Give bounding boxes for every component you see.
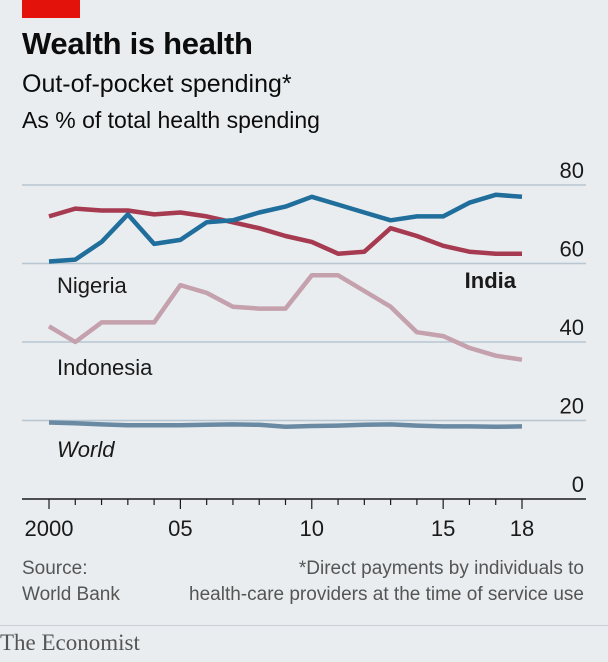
series-label-nigeria: Nigeria [57,273,127,298]
source-note: Source: World Bank [22,556,120,608]
line-chart: 0 20 40 60 80 2000 05 10 15 18 India Nigeria Indones… [22,158,586,541]
chart-subtitle: Out-of-pocket spending* [22,70,292,98]
series-label-world: World [57,437,115,462]
y-tick-label: 80 [560,158,584,183]
footnote-line-1: *Direct payments by individuals to [298,558,584,579]
x-tick-label: 2000 [25,516,74,541]
x-tick-label: 05 [168,516,192,541]
footnote: *Direct payments by individuals to healt… [189,556,584,608]
x-tick-label: 15 [431,516,455,541]
source-name: World Bank [22,584,120,605]
y-tick-label: 60 [560,237,584,262]
x-tick-label: 18 [510,516,534,541]
y-tick-label: 40 [560,315,584,340]
series-label-indonesia: Indonesia [57,355,153,380]
y-tick-label: 0 [572,472,584,497]
chart-units: As % of total health spending [22,107,320,133]
series-label-india: India [465,268,517,293]
series-line-world [48,420,523,430]
series-line-indonesia [47,273,523,362]
brand-logo: The Economist [0,630,140,655]
series-line-nigeria [48,192,523,264]
x-tick-label: 10 [300,516,324,541]
series-line-india [48,206,522,256]
chart-title: Wealth is health [22,26,253,61]
footnote-line-2: health-care providers at the time of ser… [189,584,584,605]
brand-divider [0,625,608,626]
y-tick-label: 20 [560,394,584,419]
red-tag [22,0,80,18]
source-label: Source: [22,558,88,579]
